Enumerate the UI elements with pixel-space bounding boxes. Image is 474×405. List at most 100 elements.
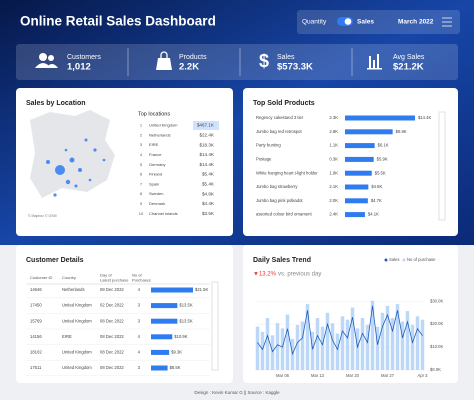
legend-label: No of purchase <box>407 257 436 262</box>
product-quantity: 2.8K <box>329 129 338 134</box>
purchase-bar <box>265 318 270 370</box>
customer-id: 17511 <box>30 365 42 370</box>
bar <box>345 129 393 135</box>
trend-change: ▼13.2% <box>253 272 277 278</box>
x-tick-label: Apr 3 <box>417 373 428 378</box>
x-tick-label: Mar 06 <box>276 373 290 378</box>
toggle-label: Sales <box>357 19 374 26</box>
bar-label: $13.5K <box>179 303 192 308</box>
bar <box>345 143 375 149</box>
bar-label: $5.9K <box>377 157 388 162</box>
latest-purchase: 08 Dec 2022 <box>100 318 124 323</box>
x-tick-label: Mar 13 <box>311 373 325 378</box>
kpi-label: Avg Sales <box>393 54 425 61</box>
rank: 8 <box>140 191 143 196</box>
product-name: Regency cakestand 3 tier <box>256 115 304 120</box>
card <box>243 245 458 383</box>
location-sales: $467.1K <box>197 123 215 128</box>
kpi-value: $21.2K <box>393 62 424 73</box>
location-sales: $14.4K <box>199 152 214 157</box>
column-header: Customer ID <box>30 275 53 280</box>
kpi-bar <box>16 44 458 80</box>
bar-label: $10.9K <box>174 334 187 339</box>
customer-country: EIRE <box>62 334 72 339</box>
purchase-bar <box>350 307 355 370</box>
purchase-bar <box>400 321 405 370</box>
purchase-bar <box>385 305 390 370</box>
sales-line <box>257 305 423 356</box>
purchase-bar <box>395 304 400 370</box>
purchase-bar <box>280 328 285 370</box>
customer-id: 18102 <box>30 350 42 355</box>
location-name: Denmark <box>149 201 165 206</box>
purchase-bar <box>275 323 280 370</box>
purchase-bar <box>270 335 275 370</box>
purchase-bar <box>380 312 385 370</box>
toggle-label: Quantity <box>302 19 327 26</box>
product-name: assorted colour bird ornament <box>256 212 312 217</box>
location-name: United Kingdom <box>149 123 178 128</box>
legend-marker <box>402 258 406 262</box>
kpi-value: 2.2K <box>179 62 199 73</box>
legend-marker <box>384 258 388 262</box>
purchase-bar <box>320 326 325 370</box>
map <box>30 110 115 198</box>
rank: 4 <box>140 152 143 157</box>
kpi-value: 1,012 <box>67 62 91 73</box>
location-sales: $3.5K <box>202 211 215 216</box>
latest-purchase: 08 Dec 2022 <box>100 365 124 370</box>
product-name: White hanging heart t-light holder <box>256 170 318 175</box>
card-title: Customer Details <box>26 257 84 264</box>
scrollbar[interactable] <box>211 281 219 371</box>
bar <box>151 365 168 371</box>
latest-purchase: 08 Dec 2022 <box>100 350 124 355</box>
purchase-count: 4 <box>138 350 141 355</box>
card-title: Top Sold Products <box>253 100 315 107</box>
purchase-bar <box>295 324 300 370</box>
latest-purchase: 08 Dec 2022 <box>100 287 124 292</box>
purchase-bar <box>285 314 290 370</box>
location-name: Germany <box>149 162 165 167</box>
bar <box>151 334 173 340</box>
kpi-label: Sales <box>277 54 295 61</box>
product-name: Jumbo bag strawberry <box>256 184 298 189</box>
purchase-bar <box>300 321 305 370</box>
latest-purchase: 08 Dec 2022 <box>100 334 124 339</box>
purchase-bar <box>305 304 310 370</box>
purchase-bar <box>365 324 370 370</box>
purchase-bar <box>355 328 360 370</box>
latest-purchase: 02 Dec 2022 <box>100 303 124 308</box>
location-name: France <box>149 152 162 157</box>
scrollbar[interactable] <box>438 111 446 221</box>
bar <box>345 115 415 121</box>
location-sales: $5.4K <box>202 182 215 187</box>
product-quantity: 2.4K <box>329 212 338 217</box>
purchase-bar <box>310 331 315 370</box>
product-quantity: 2.3K <box>329 115 338 120</box>
location-name: EIRE <box>149 142 159 147</box>
legend-label: Sales <box>389 257 399 262</box>
toggle-knob <box>344 18 352 25</box>
customer-id: 14646 <box>30 287 42 292</box>
customer-id: 15769 <box>30 318 42 323</box>
x-tick-label: Mar 27 <box>381 373 395 378</box>
purchase-bar <box>375 326 380 370</box>
x-tick-label: Mar 20 <box>346 373 360 378</box>
location-sales: $22.4K <box>199 133 214 138</box>
bar <box>151 318 178 324</box>
purchase-bar <box>340 316 345 370</box>
product-quantity: 0.3K <box>329 157 338 162</box>
bar <box>151 349 170 355</box>
trend-note: vs. previous day <box>278 272 321 278</box>
location-name: Channel Islands <box>149 211 178 216</box>
purchase-count: 3 <box>138 318 141 323</box>
rank: 1 <box>140 123 143 128</box>
product-quantity: 1.9K <box>329 170 338 175</box>
bar <box>345 198 368 204</box>
bar-label: $5.5K <box>375 170 386 175</box>
card-title: Sales by Location <box>26 100 86 107</box>
purchase-count: 3 <box>138 303 141 308</box>
product-quantity: 2.1K <box>329 184 338 189</box>
product-name: Jumbo bag red retrospot <box>256 129 302 134</box>
